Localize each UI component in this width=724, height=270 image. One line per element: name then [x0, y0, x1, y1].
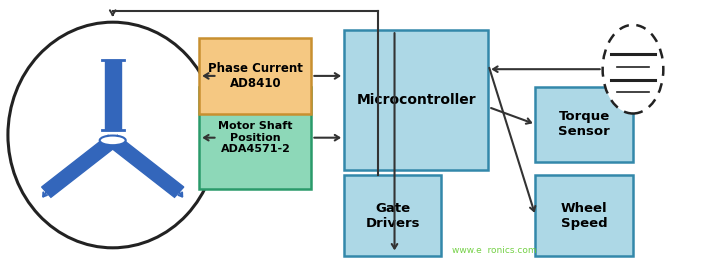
- Ellipse shape: [602, 25, 663, 113]
- FancyBboxPatch shape: [199, 38, 311, 113]
- Text: Torque
Sensor: Torque Sensor: [558, 110, 610, 138]
- FancyBboxPatch shape: [344, 175, 442, 256]
- Ellipse shape: [8, 22, 217, 248]
- Polygon shape: [41, 135, 117, 197]
- Text: Wheel
Speed: Wheel Speed: [561, 202, 607, 230]
- Text: Motor Shaft
Position
ADA4571-2: Motor Shaft Position ADA4571-2: [218, 121, 292, 154]
- FancyBboxPatch shape: [536, 87, 633, 162]
- Polygon shape: [108, 135, 184, 197]
- FancyBboxPatch shape: [105, 60, 121, 130]
- FancyBboxPatch shape: [344, 30, 489, 170]
- Text: Phase Current
AD8410: Phase Current AD8410: [208, 62, 303, 90]
- Circle shape: [100, 136, 126, 145]
- FancyBboxPatch shape: [199, 87, 311, 189]
- FancyBboxPatch shape: [536, 175, 633, 256]
- Text: www.e  ronics.com: www.e ronics.com: [452, 246, 537, 255]
- Text: Microcontroller: Microcontroller: [356, 93, 476, 107]
- Text: Gate
Drivers: Gate Drivers: [366, 202, 420, 230]
